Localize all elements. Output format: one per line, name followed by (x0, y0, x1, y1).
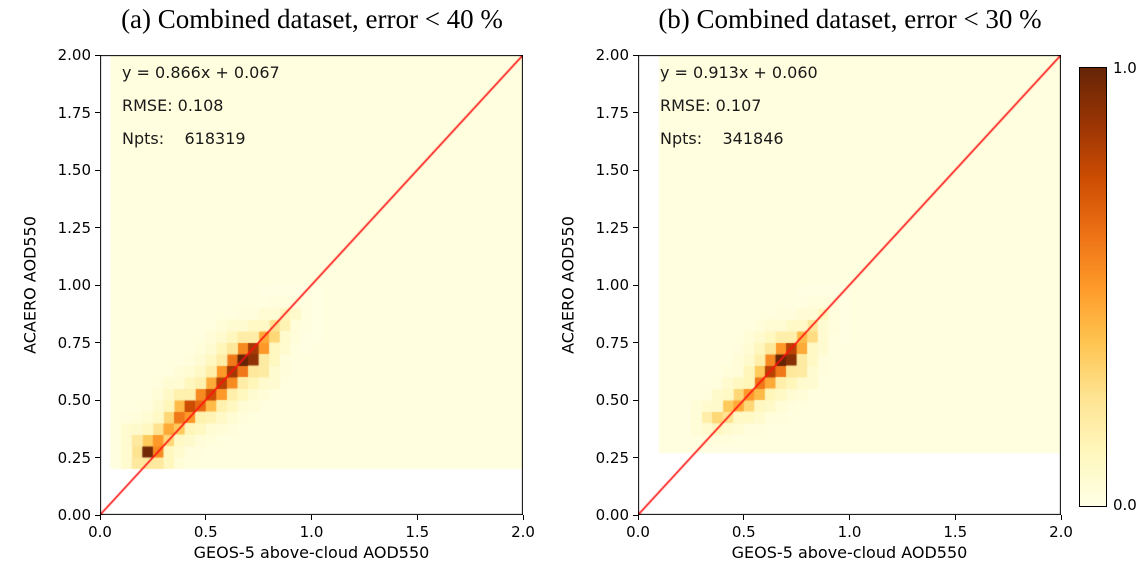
annotation-block: y = 0.866x + 0.067 RMSE: 0.108 Npts: 618… (122, 63, 280, 162)
annotation-fit: y = 0.866x + 0.067 (122, 63, 280, 82)
y-tick-mark (95, 54, 100, 56)
y-axis-label: ACAERO AOD550 (20, 216, 40, 354)
y-tick-mark (633, 457, 638, 458)
y-tick-mark (633, 169, 638, 171)
y-tick-label: 1.50 (57, 161, 91, 179)
x-tick-label: 0.0 (626, 523, 650, 541)
y-tick-mark (633, 112, 638, 113)
heatmap-canvas (638, 55, 1061, 515)
colorbar-min-label: 0.0 (1113, 496, 1137, 514)
colorbar (1079, 67, 1107, 507)
x-tick-mark (205, 515, 207, 520)
y-tick-label: 1.00 (57, 276, 91, 294)
x-axis-label: GEOS-5 above-cloud AOD550 (731, 543, 968, 562)
x-tick-label: 0.5 (193, 523, 218, 541)
x-tick-label: 1.5 (943, 523, 968, 541)
x-tick-label: 2.0 (511, 523, 535, 541)
y-tick-label: 1.25 (595, 218, 629, 237)
annotation-block: y = 0.913x + 0.060 RMSE: 0.107 Npts: 341… (660, 63, 818, 162)
y-tick-label: 1.75 (595, 103, 629, 122)
x-tick-label: 1.5 (405, 523, 430, 541)
y-tick-mark (95, 399, 100, 401)
y-axis-label: ACAERO AOD550 (558, 216, 578, 354)
x-tick-mark (522, 515, 524, 520)
y-tick-label: 1.00 (595, 276, 629, 294)
y-tick-mark (633, 227, 638, 228)
y-tick-label: 1.25 (57, 218, 91, 237)
y-tick-label: 2.00 (595, 46, 629, 64)
colorbar-max-label: 1.0 (1113, 59, 1137, 77)
annotation-rmse: RMSE: 0.108 (122, 96, 224, 115)
x-tick-label: 1.0 (837, 523, 862, 541)
colorbar-gradient (1079, 67, 1107, 507)
x-tick-mark (416, 515, 418, 520)
annotation-fit: y = 0.913x + 0.060 (660, 63, 818, 82)
y-tick-label: 2.00 (57, 46, 91, 64)
annotation-rmse: RMSE: 0.107 (660, 96, 762, 115)
y-tick-label: 0.50 (595, 391, 629, 409)
annotation-npts: Npts: 618319 (122, 129, 246, 148)
x-tick-label: 1.0 (299, 523, 324, 541)
x-tick-mark (1060, 515, 1062, 520)
x-tick-mark (743, 515, 745, 520)
panel-title: (b) Combined dataset, error < 30 % (658, 4, 1042, 34)
y-tick-label: 1.50 (595, 161, 629, 179)
y-tick-label: 0.00 (595, 506, 629, 524)
heatmap-canvas (100, 55, 523, 515)
y-tick-label: 0.25 (595, 448, 629, 467)
panel-b: (b) Combined dataset, error < 30 % y = 0… (538, 0, 1098, 585)
y-tick-mark (95, 342, 100, 343)
y-tick-label: 0.75 (57, 333, 91, 352)
y-tick-mark (633, 54, 638, 56)
x-tick-mark (954, 515, 956, 520)
x-tick-label: 0.5 (731, 523, 756, 541)
x-tick-mark (849, 515, 850, 520)
y-tick-label: 0.50 (57, 391, 91, 409)
y-tick-label: 0.25 (57, 448, 91, 467)
y-tick-mark (633, 284, 638, 286)
x-tick-label: 2.0 (1049, 523, 1073, 541)
x-tick-mark (637, 515, 639, 520)
x-tick-label: 0.0 (88, 523, 112, 541)
panel-title: (a) Combined dataset, error < 40 % (121, 4, 503, 34)
y-tick-mark (95, 169, 100, 171)
y-tick-mark (95, 227, 100, 228)
y-tick-mark (633, 399, 638, 401)
y-tick-mark (95, 112, 100, 113)
y-tick-mark (95, 284, 100, 286)
y-tick-label: 0.75 (595, 333, 629, 352)
x-axis-label: GEOS-5 above-cloud AOD550 (193, 543, 430, 562)
y-tick-label: 1.75 (57, 103, 91, 122)
panel-a: (a) Combined dataset, error < 40 % y = 0… (0, 0, 560, 585)
annotation-npts: Npts: 341846 (660, 129, 784, 148)
y-tick-mark (95, 457, 100, 458)
y-tick-mark (633, 342, 638, 343)
y-tick-mark (95, 514, 100, 516)
x-tick-mark (311, 515, 312, 520)
x-tick-mark (99, 515, 101, 520)
y-tick-mark (633, 514, 638, 516)
y-tick-label: 0.00 (57, 506, 91, 524)
